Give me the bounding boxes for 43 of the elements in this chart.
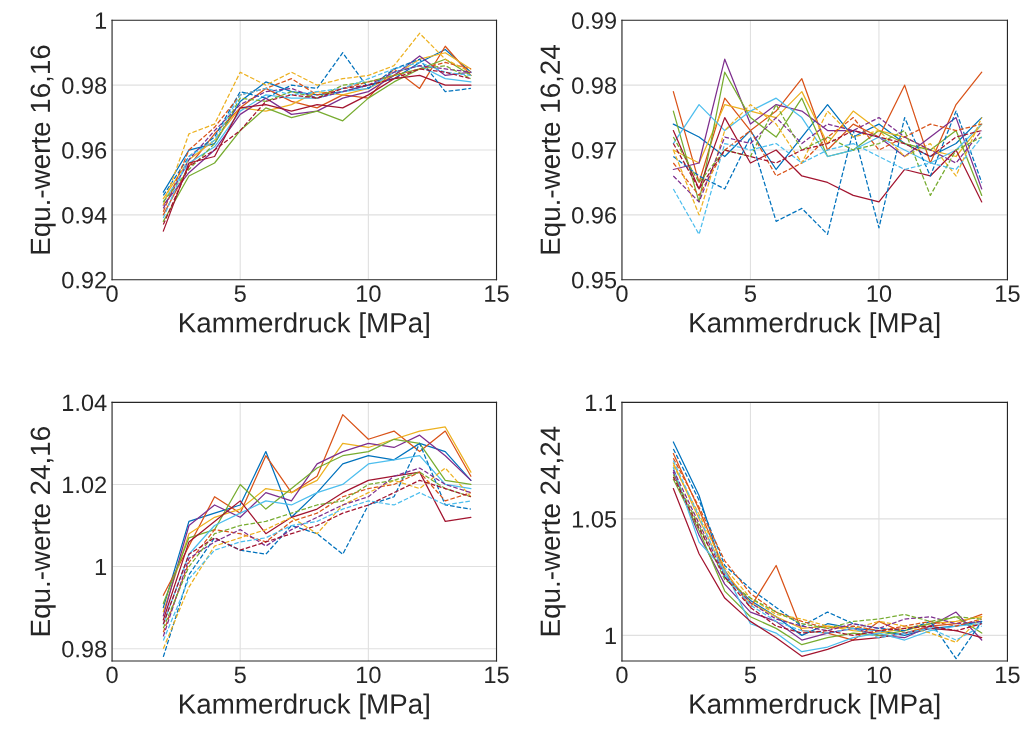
y-tick-label: 0.96 bbox=[572, 206, 617, 224]
y-axis-title: Equ.-werte 16,24 bbox=[540, 45, 566, 254]
y-tick-label: 0.98 bbox=[62, 640, 107, 658]
x-tick-label: 5 bbox=[234, 285, 246, 302]
line-series bbox=[162, 492, 472, 642]
x-tick-label: 15 bbox=[996, 666, 1020, 684]
y-tick-label: 0.94 bbox=[62, 206, 107, 224]
y-tick-label: 0.97 bbox=[572, 142, 616, 159]
y-tick-label: 1.04 bbox=[63, 394, 107, 412]
x-tick-label: 15 bbox=[485, 666, 509, 684]
x-axis-title: Kammerdruck [MPa] bbox=[690, 312, 940, 339]
y-tick-label: 0.98 bbox=[62, 77, 107, 94]
y-tick-label: 1 bbox=[95, 12, 107, 29]
y-axis-title: Equ.-werte 24,16 bbox=[30, 427, 56, 636]
x-tick-label: 10 bbox=[357, 666, 381, 684]
x-tick-label: 10 bbox=[867, 285, 892, 302]
y-tick-label: 0.92 bbox=[62, 271, 107, 289]
y-tick-label: 1.05 bbox=[572, 510, 617, 528]
x-axis-title: Kammerdruck [MPa] bbox=[690, 693, 940, 720]
y-tick-label: 0.95 bbox=[572, 271, 617, 289]
y-tick-label: 0.98 bbox=[572, 77, 617, 94]
y-tick-label: 1 bbox=[95, 558, 107, 576]
x-tick-label: 10 bbox=[357, 285, 381, 302]
x-tick-label: 0 bbox=[616, 285, 628, 302]
x-tick-label: 15 bbox=[485, 285, 509, 302]
y-tick-label: 0.96 bbox=[62, 142, 107, 159]
x-tick-label: 0 bbox=[106, 285, 118, 302]
y-tick-label: 1 bbox=[605, 627, 616, 644]
line-series bbox=[162, 442, 472, 658]
x-tick-label: 5 bbox=[234, 666, 246, 684]
y-tick-label: 1.1 bbox=[586, 394, 616, 411]
x-axis-title: Kammerdruck [MPa] bbox=[180, 312, 429, 339]
x-tick-label: 5 bbox=[744, 285, 757, 302]
y-tick-label: 0.99 bbox=[572, 12, 616, 30]
x-tick-label: 15 bbox=[996, 285, 1020, 302]
y-tick-label: 1.02 bbox=[63, 476, 107, 494]
x-tick-label: 10 bbox=[867, 666, 892, 684]
x-tick-label: 0 bbox=[616, 666, 628, 684]
x-tick-label: 0 bbox=[106, 666, 118, 684]
y-axis-title: Equ.-werte 24,24 bbox=[540, 426, 566, 636]
x-axis-title: Kammerdruck [MPa] bbox=[180, 693, 429, 720]
y-axis-title: Equ.-werte 16,16 bbox=[30, 45, 56, 254]
x-tick-label: 5 bbox=[744, 666, 757, 684]
